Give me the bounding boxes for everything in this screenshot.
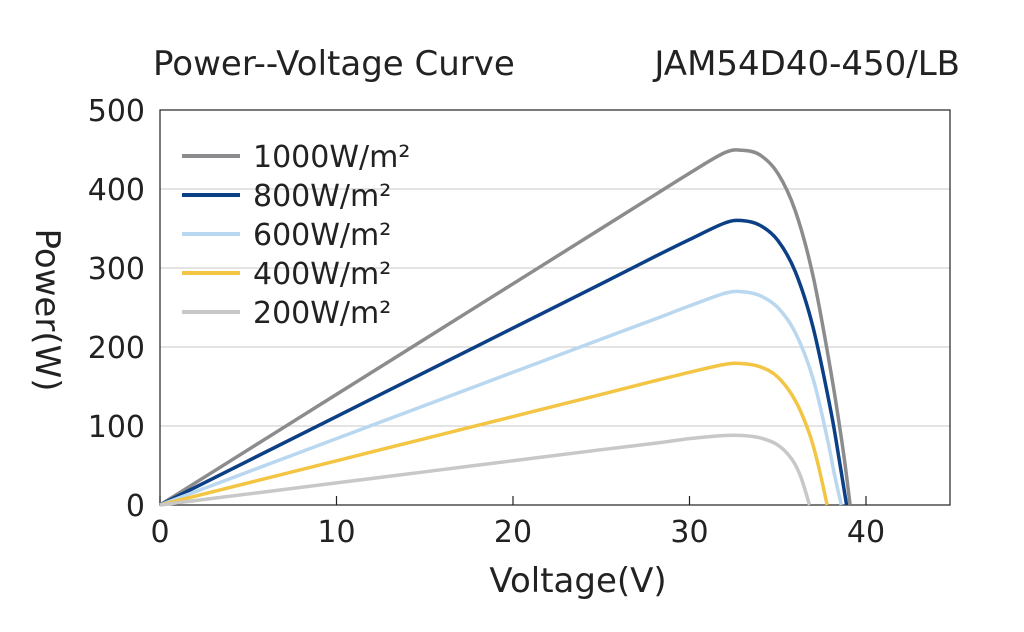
y-tick-label: 300: [88, 252, 145, 287]
x-tick-label: 0: [150, 515, 169, 550]
y-tick-label: 100: [88, 410, 145, 445]
series-line-3: [159, 361, 829, 507]
legend: 1000W/m² 800W/m² 600W/m² 400W/m² 200W/m²: [182, 140, 410, 331]
y-tick-label: 500: [88, 94, 145, 129]
x-axis-label: Voltage(V): [489, 561, 666, 601]
y-axis-label: Power(W): [27, 229, 67, 392]
series-lines: [159, 148, 852, 507]
legend-label: 1000W/m²: [253, 140, 410, 175]
x-tick-label: 40: [847, 515, 885, 550]
y-tick-label: 400: [88, 173, 145, 208]
series-line-4: [159, 433, 812, 507]
series-line-0: [159, 148, 852, 507]
chart-title: Power--Voltage Curve: [153, 44, 515, 84]
series-line-2: [159, 289, 843, 507]
x-tick-label: 10: [317, 515, 355, 550]
y-tick-label: 200: [88, 331, 145, 366]
legend-label: 400W/m²: [253, 257, 391, 292]
chart-subtitle: JAM54D40-450/LB: [652, 44, 960, 84]
axis-ticks: 0 100 200 300 400 500 0 10 20 30 40: [88, 94, 885, 550]
y-tick-label: 0: [126, 489, 145, 524]
series-line-1: [159, 218, 849, 507]
x-tick-label: 20: [494, 515, 532, 550]
legend-label: 200W/m²: [253, 296, 391, 331]
legend-label: 600W/m²: [253, 218, 391, 253]
plot-frame: [159, 109, 951, 506]
x-tick-label: 30: [670, 515, 708, 550]
legend-label: 800W/m²: [253, 179, 391, 214]
